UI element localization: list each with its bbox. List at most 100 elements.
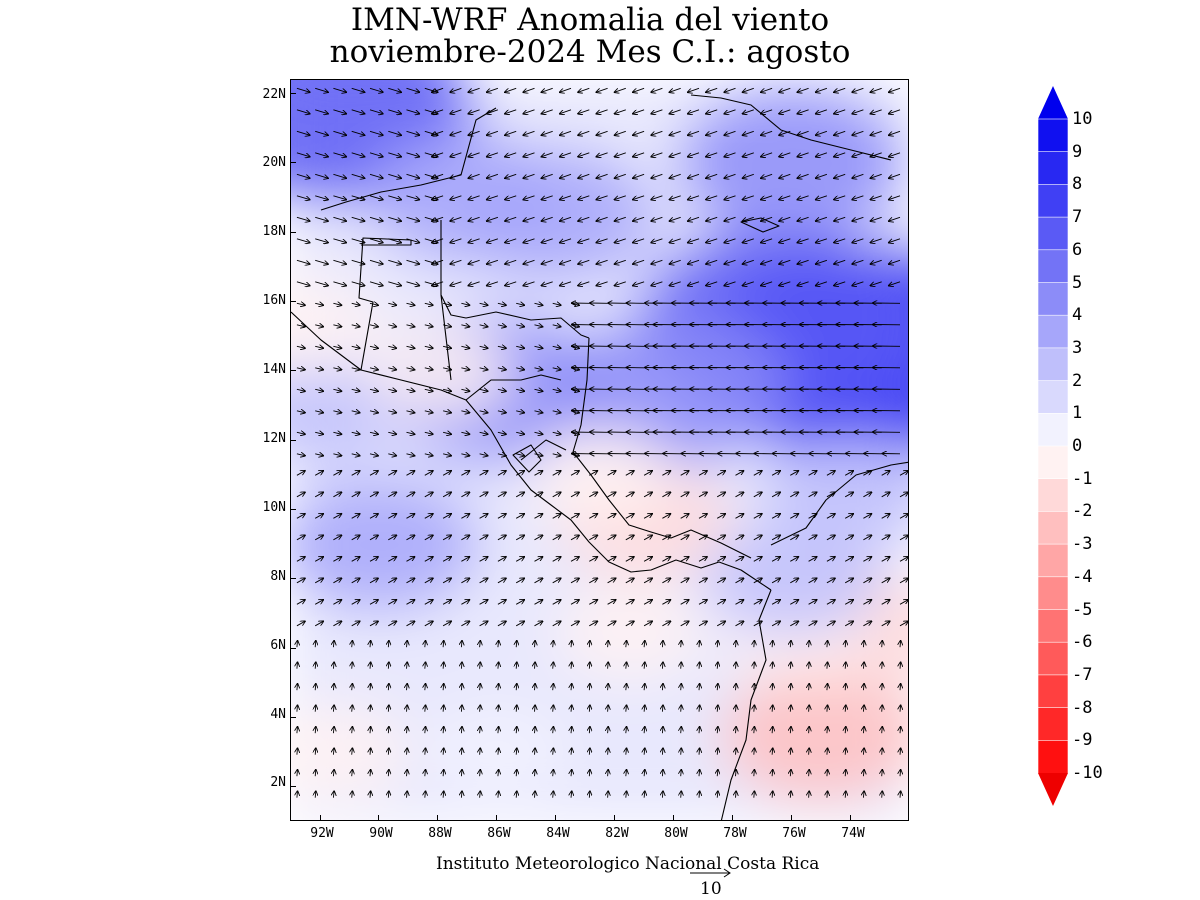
wind-vector bbox=[468, 173, 480, 178]
wind-vector bbox=[882, 705, 883, 712]
wind-vector bbox=[388, 557, 396, 562]
wind-vector bbox=[388, 281, 401, 286]
wind-vector bbox=[333, 432, 341, 434]
wind-vector bbox=[333, 770, 334, 777]
wind-vector bbox=[662, 727, 663, 734]
lon-tick-mark bbox=[791, 815, 793, 821]
wind-vector bbox=[443, 641, 444, 648]
wind-vector bbox=[315, 705, 316, 712]
wind-vector bbox=[863, 748, 864, 755]
wind-vector bbox=[881, 514, 890, 519]
wind-vector bbox=[736, 748, 737, 755]
wind-vector bbox=[790, 662, 791, 669]
wind-vector bbox=[596, 195, 608, 200]
wind-vector bbox=[743, 87, 754, 92]
wind-vector bbox=[297, 705, 298, 712]
colorbar-tick-label: -1 bbox=[1072, 468, 1093, 489]
wind-vector bbox=[808, 535, 817, 541]
wind-vector bbox=[809, 748, 810, 755]
border-central-america bbox=[440, 294, 567, 461]
wind-vector bbox=[314, 492, 323, 498]
wind-vector bbox=[816, 238, 828, 243]
wind-vector bbox=[779, 109, 791, 114]
wind-vector bbox=[351, 535, 360, 541]
wind-vector bbox=[552, 535, 561, 541]
wind-vector bbox=[772, 684, 773, 691]
wind-vector bbox=[461, 535, 469, 541]
wind-vector bbox=[480, 727, 481, 734]
wind-vector bbox=[863, 535, 871, 541]
wind-vector bbox=[333, 621, 341, 627]
wind-vector bbox=[432, 281, 444, 286]
wind-vector bbox=[852, 195, 864, 200]
wind-vector bbox=[834, 152, 846, 157]
wind-vector bbox=[670, 195, 681, 200]
wind-vector bbox=[625, 492, 634, 498]
wind-vector bbox=[351, 303, 360, 305]
anomaly-region bbox=[455, 148, 657, 283]
wind-vector bbox=[479, 578, 488, 584]
wind-vector bbox=[578, 87, 590, 92]
wind-vector bbox=[314, 578, 323, 584]
wind-vector bbox=[845, 641, 846, 648]
wind-vector bbox=[297, 727, 298, 734]
wind-vector bbox=[516, 432, 524, 434]
wind-vector bbox=[461, 641, 462, 648]
wind-vector bbox=[761, 152, 773, 157]
wind-vector bbox=[407, 684, 408, 691]
wind-vector bbox=[369, 389, 378, 391]
wind-vector bbox=[516, 346, 524, 348]
wind-vector bbox=[534, 303, 543, 305]
wind-vector bbox=[552, 303, 561, 305]
colorbar-tick-label: 9 bbox=[1072, 141, 1083, 162]
lat-tick-mark bbox=[290, 508, 296, 510]
wind-vector bbox=[753, 557, 762, 562]
wind-vector bbox=[779, 238, 791, 243]
wind-vector bbox=[468, 87, 480, 92]
wind-vector bbox=[333, 492, 341, 498]
wind-vector bbox=[736, 727, 737, 734]
wind-vector bbox=[461, 389, 469, 391]
lon-tick-mark bbox=[496, 815, 498, 821]
wind-vector bbox=[296, 152, 310, 157]
wind-vector bbox=[369, 281, 383, 286]
wind-vector bbox=[534, 557, 543, 562]
wind-vector bbox=[889, 152, 901, 157]
wind-vector bbox=[425, 748, 426, 755]
wind-vector bbox=[900, 641, 901, 648]
wind-vector bbox=[297, 641, 298, 648]
wind-vector bbox=[771, 557, 780, 562]
wind-vector bbox=[369, 238, 383, 243]
wind-vector bbox=[827, 705, 828, 712]
wind-vector bbox=[845, 791, 846, 798]
wind-vector bbox=[534, 600, 543, 605]
wind-vector bbox=[388, 684, 389, 691]
wind-vector bbox=[651, 130, 663, 135]
wind-vector bbox=[761, 259, 773, 264]
wind-vector bbox=[406, 368, 415, 370]
wind-vector bbox=[662, 748, 663, 755]
wind-vector bbox=[442, 303, 451, 305]
wind-vector bbox=[442, 368, 451, 370]
wind-vector bbox=[852, 87, 864, 92]
wind-vector bbox=[816, 216, 828, 221]
wind-vector bbox=[680, 535, 689, 541]
wind-vector bbox=[589, 662, 590, 669]
wind-vector bbox=[442, 325, 451, 327]
wind-vector bbox=[809, 770, 810, 777]
wind-vector bbox=[560, 130, 572, 135]
wind-vector bbox=[688, 259, 700, 264]
wind-vector bbox=[681, 748, 682, 755]
wind-vector bbox=[407, 641, 408, 648]
wind-vector bbox=[834, 173, 846, 178]
colorbar-segment bbox=[1037, 511, 1069, 545]
wind-vector bbox=[724, 259, 736, 264]
wind-vector bbox=[542, 216, 553, 221]
wind-vector bbox=[424, 411, 433, 413]
wind-vector bbox=[607, 557, 616, 562]
anomaly-region bbox=[556, 582, 704, 681]
wind-vector bbox=[351, 411, 360, 413]
wind-vector bbox=[333, 471, 341, 476]
wind-vector bbox=[643, 514, 652, 519]
wind-vector bbox=[779, 259, 791, 264]
